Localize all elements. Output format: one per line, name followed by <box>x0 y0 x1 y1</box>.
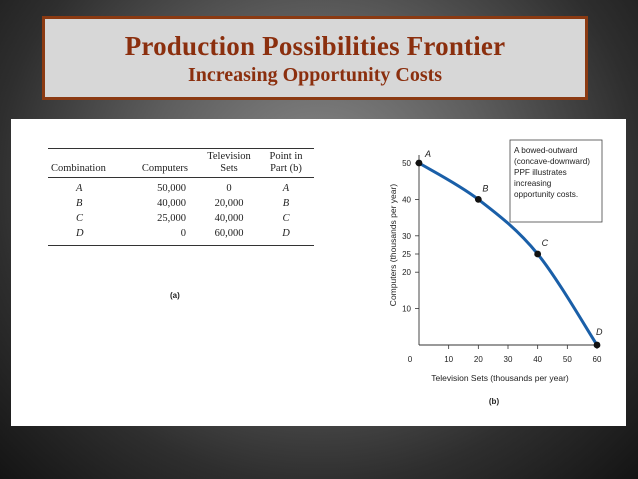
chart-points: A B C D <box>415 149 603 349</box>
x-tick-label: 30 <box>504 355 513 364</box>
table-caption: (a) <box>170 291 180 300</box>
table-cell: 50,000 <box>157 183 186 194</box>
header-point-in-part-b: Point in Part (b) <box>269 151 303 174</box>
annotation-box: A bowed-outward (concave-downward) PPF ill… <box>509 139 603 223</box>
point-label-a: A <box>424 149 431 159</box>
table-row: B 40,000 20,000 B <box>48 196 314 211</box>
annotation-line: (concave-downward) <box>514 157 590 166</box>
chart-caption: (b) <box>489 397 500 406</box>
table-cell: 20,000 <box>214 198 244 209</box>
header-combination: Combination <box>51 163 106 174</box>
table-cell: D <box>76 228 84 239</box>
chart-ticks: 0 10 20 30 40 50 60 10 20 25 30 40 50 <box>402 159 602 364</box>
y-tick-label: 10 <box>402 305 411 314</box>
table-cell: A <box>76 183 83 194</box>
y-tick-label: 50 <box>402 159 411 168</box>
point-d <box>593 341 601 349</box>
table-row: A 50,000 0 A <box>48 178 314 197</box>
combination-table: Combination Computers Television Sets Po… <box>48 148 314 246</box>
point-label-d: D <box>596 327 603 337</box>
table-cell: C <box>282 213 290 224</box>
table-cell: B <box>76 198 83 209</box>
table-cell: 25,000 <box>157 213 186 224</box>
annotation-line: increasing <box>514 179 552 188</box>
table-cell: 0 <box>226 183 232 194</box>
table-header-row: Combination Computers Television Sets Po… <box>48 148 314 178</box>
slide-subtitle: Increasing Opportunity Costs <box>187 64 443 86</box>
point-b <box>474 196 482 203</box>
annotation-line: A bowed-outward <box>514 146 578 155</box>
y-tick-label: 20 <box>402 268 411 277</box>
point-a <box>415 159 423 167</box>
point-label-c: C <box>542 238 549 248</box>
point-c <box>534 250 542 258</box>
x-tick-label: 10 <box>444 355 453 364</box>
table-cell: C <box>76 213 84 224</box>
table-cell: B <box>282 198 290 209</box>
annotation-line: PPF illustrates <box>514 168 567 177</box>
table-cell: 0 <box>180 228 186 239</box>
x-tick-label: 50 <box>563 355 572 364</box>
point-label-b: B <box>482 183 488 193</box>
y-axis-label: Computers (thousands per year) <box>388 184 398 307</box>
annotation-frame <box>509 139 603 223</box>
y-tick-label: 40 <box>402 195 411 204</box>
table-cell: 40,000 <box>214 213 244 224</box>
table-cell: 60,000 <box>214 228 244 239</box>
table-row: C 25,000 40,000 C <box>48 211 314 226</box>
x-tick-label: 20 <box>474 355 483 364</box>
x-tick-label: 0 <box>408 355 413 364</box>
title-box: Production Possibilities Frontier Increa… <box>42 16 588 100</box>
annotation-text: A bowed-outward (concave-downward) PPF ill… <box>514 146 590 199</box>
table-cell: 40,000 <box>157 198 186 209</box>
table-cell: D <box>282 228 290 239</box>
slide-title: Production Possibilities Frontier <box>124 31 506 61</box>
table-row: D 0 60,000 D <box>48 226 314 246</box>
y-tick-label: 30 <box>402 232 411 241</box>
x-tick-label: 60 <box>593 355 602 364</box>
header-television-sets: Television Sets <box>207 151 251 174</box>
ppf-curve <box>418 161 599 346</box>
table-cell: A <box>282 183 290 194</box>
annotation-line: opportunity costs. <box>514 190 578 199</box>
y-tick-label: 25 <box>402 250 411 259</box>
x-tick-label: 40 <box>533 355 542 364</box>
header-computers: Computers <box>141 163 188 174</box>
x-axis-label: Television Sets (thousands per year) <box>431 373 569 383</box>
